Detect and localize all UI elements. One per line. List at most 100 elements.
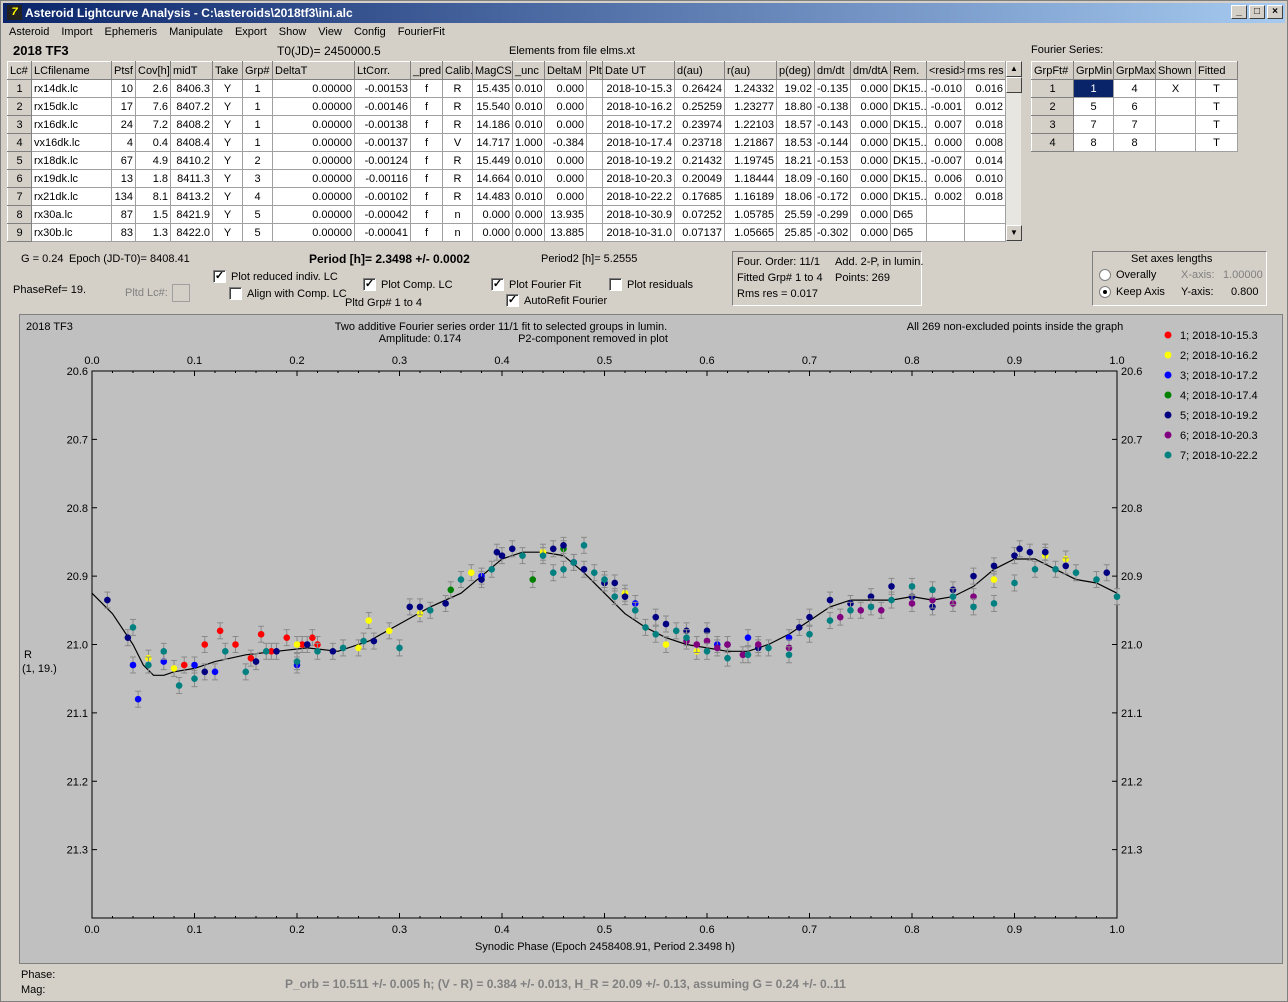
table-cell[interactable]: 15.449 (472, 151, 513, 170)
table-cell[interactable]: Y (212, 79, 243, 98)
table-cell[interactable]: 0.010 (512, 97, 545, 116)
column-header[interactable]: _unc (512, 61, 545, 80)
table-cell[interactable]: 0.000 (850, 97, 891, 116)
keep-axis-radio[interactable]: Keep Axis (1099, 286, 1165, 298)
plot-reduced-checkbox[interactable]: ✓ Plot reduced indiv. LC (213, 270, 338, 283)
table-cell[interactable]: 87 (111, 205, 136, 224)
row-header[interactable]: 7 (7, 187, 32, 206)
table-cell[interactable]: 0.00000 (272, 205, 355, 224)
table-cell[interactable]: 5 (1073, 97, 1114, 116)
table-cell[interactable]: Y (212, 223, 243, 242)
table-cell[interactable]: -0.00116 (354, 169, 411, 188)
column-header[interactable]: GrpFt# (1031, 61, 1074, 80)
minimize-button[interactable]: _ (1231, 5, 1247, 19)
table-cell[interactable]: rx15dk.lc (31, 97, 112, 116)
scroll-down-icon[interactable]: ▼ (1006, 225, 1022, 241)
table-cell[interactable]: 0.010 (512, 115, 545, 134)
menu-fourierfit[interactable]: FourierFit (397, 26, 445, 38)
table-cell[interactable]: 25.85 (776, 223, 815, 242)
table-cell[interactable]: f (410, 115, 443, 134)
table-cell[interactable]: D65 (890, 205, 927, 224)
table-cell[interactable]: 0.000 (544, 169, 587, 188)
plot-area[interactable]: 2018 TF3 Two additive Fourier series ord… (19, 314, 1283, 964)
table-cell[interactable] (964, 223, 1006, 242)
row-header[interactable]: 3 (7, 115, 32, 134)
table-cell[interactable]: 1 (242, 115, 273, 134)
table-cell[interactable] (926, 223, 965, 242)
table-cell[interactable]: 7 (1073, 115, 1114, 134)
table-cell[interactable]: f (410, 205, 443, 224)
table-cell[interactable]: -0.010 (926, 79, 965, 98)
table-cell[interactable]: 17 (111, 97, 136, 116)
table-cell[interactable]: R (442, 187, 473, 206)
table-cell[interactable]: R (442, 169, 473, 188)
table-cell[interactable]: 14.664 (472, 169, 513, 188)
table-cell[interactable]: DK15... (890, 79, 927, 98)
table-row[interactable]: 4 vx16dk.lc 4 0.4 8408.4 Y 1 0.00000 -0.00137 f V 1… (7, 133, 1006, 152)
table-cell[interactable]: 1.3 (135, 223, 171, 242)
table-cell[interactable]: f (410, 97, 443, 116)
table-cell[interactable]: Y (212, 205, 243, 224)
table-cell[interactable]: 1.05665 (724, 223, 777, 242)
table-cell[interactable]: 7.6 (135, 97, 171, 116)
table-cell[interactable]: -0.00146 (354, 97, 411, 116)
table-cell[interactable]: 0.00000 (272, 115, 355, 134)
table-cell[interactable]: Y (212, 169, 243, 188)
table-cell[interactable]: f (410, 133, 443, 152)
table-cell[interactable]: -0.302 (814, 223, 851, 242)
row-header[interactable]: 4 (1031, 133, 1074, 152)
table-cell[interactable]: DK15... (890, 169, 927, 188)
table-cell[interactable] (586, 187, 603, 206)
column-header[interactable]: LtCorr. (354, 61, 411, 80)
table-cell[interactable]: 1.21867 (724, 133, 777, 152)
table-cell[interactable]: -0.00042 (354, 205, 411, 224)
column-header[interactable]: Take (212, 61, 243, 80)
table-cell[interactable]: 0.23974 (674, 115, 725, 134)
close-button[interactable]: × (1267, 5, 1283, 19)
table-cell[interactable]: 0.4 (135, 133, 171, 152)
table-cell[interactable]: rx16dk.lc (31, 115, 112, 134)
table-cell[interactable]: Y (212, 151, 243, 170)
table-cell[interactable]: 18.06 (776, 187, 815, 206)
table-cell[interactable]: 3 (242, 169, 273, 188)
table-cell[interactable]: 2018-10-30.9 (602, 205, 675, 224)
column-header[interactable]: <resid> (926, 61, 965, 80)
table-cell[interactable]: 0.018 (964, 115, 1006, 134)
table-cell[interactable]: -0.00153 (354, 79, 411, 98)
table-cell[interactable] (926, 205, 965, 224)
table-cell[interactable] (586, 223, 603, 242)
column-header[interactable]: Plt (586, 61, 603, 80)
table-cell[interactable]: 8408.4 (170, 133, 213, 152)
column-header[interactable]: Grp# (242, 61, 273, 80)
autorefit-checkbox[interactable]: ✓ AutoRefit Fourier (506, 294, 608, 307)
table-cell[interactable]: 2018-10-17.4 (602, 133, 675, 152)
table-cell[interactable] (964, 205, 1006, 224)
row-header[interactable]: 2 (1031, 97, 1074, 116)
table-cell[interactable]: 18.21 (776, 151, 815, 170)
table-cell[interactable] (1155, 97, 1196, 116)
table-cell[interactable]: 0.000 (544, 187, 587, 206)
table-cell[interactable]: 0.010 (512, 169, 545, 188)
table-cell[interactable]: -0.299 (814, 205, 851, 224)
table-cell[interactable]: 2018-10-15.3 (602, 79, 675, 98)
table-cell[interactable]: 0.000 (850, 223, 891, 242)
table-cell[interactable]: 0.000 (472, 205, 513, 224)
table-cell[interactable]: 0.010 (964, 169, 1006, 188)
table-cell[interactable]: -0.172 (814, 187, 851, 206)
table-cell[interactable]: rx14dk.lc (31, 79, 112, 98)
table-cell[interactable]: 0.21432 (674, 151, 725, 170)
table-cell[interactable]: T (1195, 133, 1238, 152)
table-cell[interactable]: 0.00000 (272, 223, 355, 242)
table-cell[interactable]: rx18dk.lc (31, 151, 112, 170)
table-cell[interactable]: Y (212, 97, 243, 116)
table-row[interactable]: 6 rx19dk.lc 13 1.8 8411.3 Y 3 0.00000 -0.00116 f R… (7, 169, 1006, 188)
table-cell[interactable]: 14.186 (472, 115, 513, 134)
row-header[interactable]: 8 (7, 205, 32, 224)
table-cell[interactable]: vx16dk.lc (31, 133, 112, 152)
table-cell[interactable]: 4 (111, 133, 136, 152)
table-cell[interactable]: R (442, 79, 473, 98)
row-header[interactable]: 9 (7, 223, 32, 242)
row-header[interactable]: 1 (1031, 79, 1074, 98)
